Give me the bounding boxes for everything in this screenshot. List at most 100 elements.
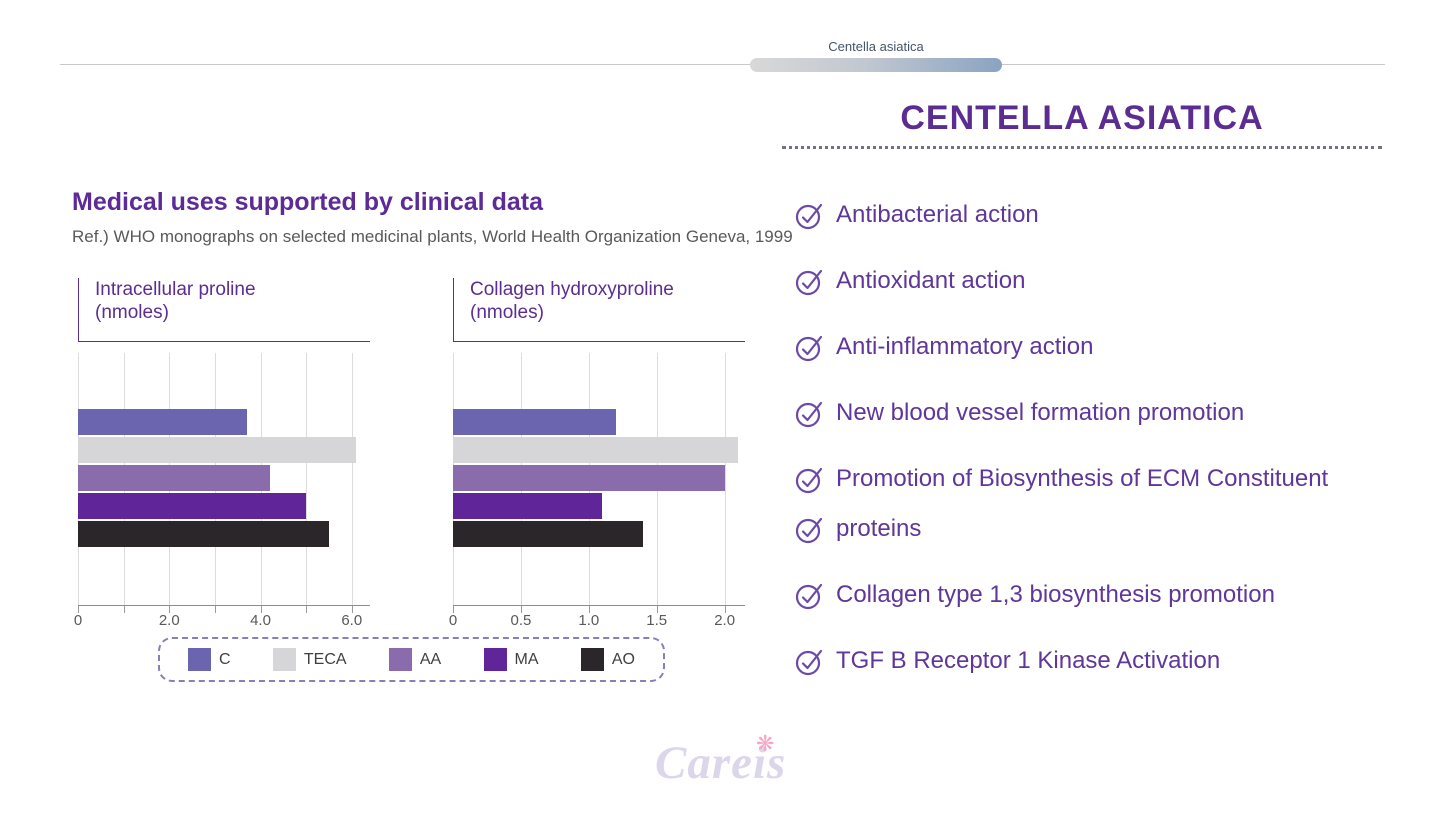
benefit-item: New blood vessel formation promotion [795,396,1395,430]
check-circle-icon [795,198,827,232]
check-circle-icon [795,578,827,612]
axis-tick-label: 2.0 [158,612,180,629]
axis-tick-mark [453,606,454,613]
gridline [724,353,726,605]
benefit-text: TGF B Receptor 1 Kinase Activation [836,647,1221,674]
axis-tick-label: 1.0 [578,612,600,629]
benefit-item: Antibacterial action [795,198,1395,232]
legend-item-teca: TECA [272,648,347,671]
legend-swatch [388,648,412,671]
benefit-item: Collagen type 1,3 biosynthesis promotion [795,578,1395,612]
bar-ao [78,521,329,547]
chart-x-axis-labels: 0 2.0 4.0 6.0 [74,612,370,632]
chart-legend: C TECA AA MA AO [158,637,665,682]
progress-pill-indicator [750,58,1002,72]
axis-tick-mark [351,606,353,613]
axis-tick-mark [588,606,590,613]
chart-unit-text: (nmoles) [470,301,544,323]
benefit-item: Anti-inflammatory action [795,330,1395,364]
legend-label: AA [419,650,442,668]
bar-ao [453,521,644,547]
axis-tick-label: 1.5 [646,612,668,629]
legend-label: TECA [303,650,347,668]
chart-title-text: Intracellular proline [95,279,256,300]
check-circle-icon [795,330,827,364]
bar-c [78,409,247,435]
bar-group [453,409,745,549]
medical-uses-heading: Medical uses supported by clinical data [72,188,543,216]
bar-aa [453,465,725,491]
axis-tick-mark [78,606,79,613]
benefit-text: Promotion of Biosynthesis of ECM Constit… [836,465,1329,492]
axis-tick-mark [656,606,658,613]
slide-title: CENTELLA ASIATICA [900,99,1264,137]
legend-label: AO [611,650,635,668]
axis-tick-mark [123,606,125,613]
legend-label: C [219,650,231,668]
axis-tick-mark [214,606,216,613]
benefit-text: Antioxidant action [836,267,1026,294]
chart-unit-text: (nmoles) [95,301,169,323]
legend-item-aa: AA [388,648,442,671]
legend-item-ao: AO [580,648,635,671]
careis-logo: Careis ❋ [655,731,805,796]
axis-tick-mark [520,606,522,613]
gridline [351,353,353,605]
careis-logo-text: Careis [655,737,787,789]
benefit-item: Antioxidant action [795,264,1395,298]
benefit-text: Collagen type 1,3 biosynthesis promotion [836,581,1275,608]
axis-tick-label: 0 [73,612,83,629]
chart-plot-area [78,353,370,613]
chart-title-text: Collagen hydroxyproline [470,279,674,300]
bar-ma [453,493,603,519]
axis-tick-mark [169,606,171,613]
benefits-list: Antibacterial action Antioxidant action An… [795,198,1395,710]
bar-c [453,409,616,435]
axis-tick-label: 0.5 [510,612,532,629]
axis-tick-label: 2.0 [714,612,736,629]
bar-teca [78,437,357,463]
bar-aa [78,465,270,491]
benefit-text: Antibacterial action [836,201,1039,228]
bar-group [78,409,370,549]
gridline [306,353,308,605]
dotted-divider [782,146,1382,149]
axis-tick-label: 0 [448,612,458,629]
check-circle-icon [795,644,827,678]
axis-tick-mark [260,606,262,613]
legend-swatch [483,648,507,671]
benefit-item: TGF B Receptor 1 Kinase Activation [795,644,1395,678]
axis-tick-label: 4.0 [250,612,271,629]
chart-plot-area [453,353,745,613]
chart-collagen-hydroxyproline: Collagen hydroxyproline (nmoles) 0 0.5 1.0… [449,278,745,632]
legend-swatch [580,648,604,671]
benefit-text: Anti-inflammatory action [836,333,1094,360]
bar-teca [453,437,739,463]
benefit-text: New blood vessel formation promotion [836,399,1245,426]
check-circle-icon [795,462,827,496]
chart-title: Intracellular proline (nmoles) [78,278,370,342]
chart-title: Collagen hydroxyproline (nmoles) [453,278,745,342]
benefit-item: Promotion of Biosynthesis of ECM Constit… [795,462,1395,496]
check-circle-icon [795,396,827,430]
check-circle-icon [795,264,827,298]
legend-swatch [272,648,296,671]
flower-icon: ❋ [756,731,775,756]
axis-tick-mark [724,606,726,613]
chart-intracellular-proline: Intracellular proline (nmoles) 0 2.0 4.0 6.… [74,278,370,632]
axis-tick-mark [306,606,308,613]
legend-item-c: C [188,648,231,671]
legend-swatch [188,648,211,671]
legend-label: MA [514,650,539,668]
legend-item-ma: MA [483,648,539,671]
header-divider-line [60,64,1385,65]
section-tab-label: Centella asiatica [828,39,924,54]
reference-citation: Ref.) WHO monographs on selected medicin… [72,227,793,246]
chart-x-axis-labels: 0 0.5 1.0 1.5 2.0 [449,612,745,632]
benefit-text: proteins [836,515,922,542]
check-circle-icon [795,512,827,546]
axis-tick-label: 6.0 [341,612,363,629]
benefit-item: proteins [795,512,1395,546]
bar-ma [78,493,307,519]
